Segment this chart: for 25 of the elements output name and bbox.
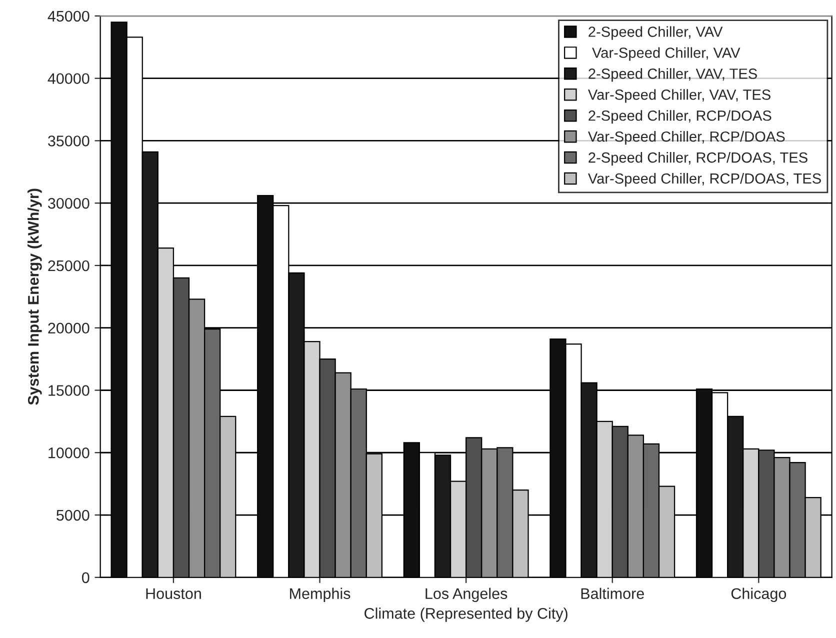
legend-label: Var-Speed Chiller, RCP/DOAS	[588, 131, 785, 145]
x-tick-label: Chicago	[731, 588, 786, 602]
y-tick-label: 30000	[48, 198, 90, 209]
x-tick-label: Los Angeles	[426, 588, 508, 602]
legend-label: Var-Speed Chiller, VAV	[592, 47, 740, 61]
legend-label: Var-Speed Chiller, RCP/DOAS, TES	[588, 172, 821, 187]
x-tick-label: Houston	[146, 588, 201, 600]
y-tick-label: 10000	[48, 447, 90, 458]
y-tick-label: 35000	[48, 136, 90, 146]
legend-label: 2-Speed Chiller, VAV, TES	[588, 68, 757, 82]
y-tick-label: 0	[82, 572, 90, 584]
y-axis-title: System Input Energy (kWh/yr)	[28, 188, 42, 405]
x-tick-label: Baltimore	[581, 588, 644, 600]
y-tick-label: 15000	[48, 385, 90, 396]
y-tick-label: 25000	[48, 260, 90, 272]
x-axis-title: Climate (Represented by City)	[364, 608, 568, 622]
y-tick-label: 45000	[48, 10, 90, 22]
y-tick-label: 40000	[48, 73, 90, 84]
legend-label: Var-Speed Chiller, VAV, TES	[588, 89, 770, 103]
x-tick-label: Memphis	[290, 588, 350, 602]
y-tick-label: 5000	[56, 510, 90, 521]
legend-label: 2-Speed Chiller, RCP/DOAS, TES	[588, 152, 808, 166]
y-tick-label: 20000	[48, 322, 90, 334]
legend-label: 2-Speed Chiller, RCP/DOAS	[588, 110, 772, 124]
legend-label: 2-Speed Chiller, VAV	[588, 26, 723, 40]
